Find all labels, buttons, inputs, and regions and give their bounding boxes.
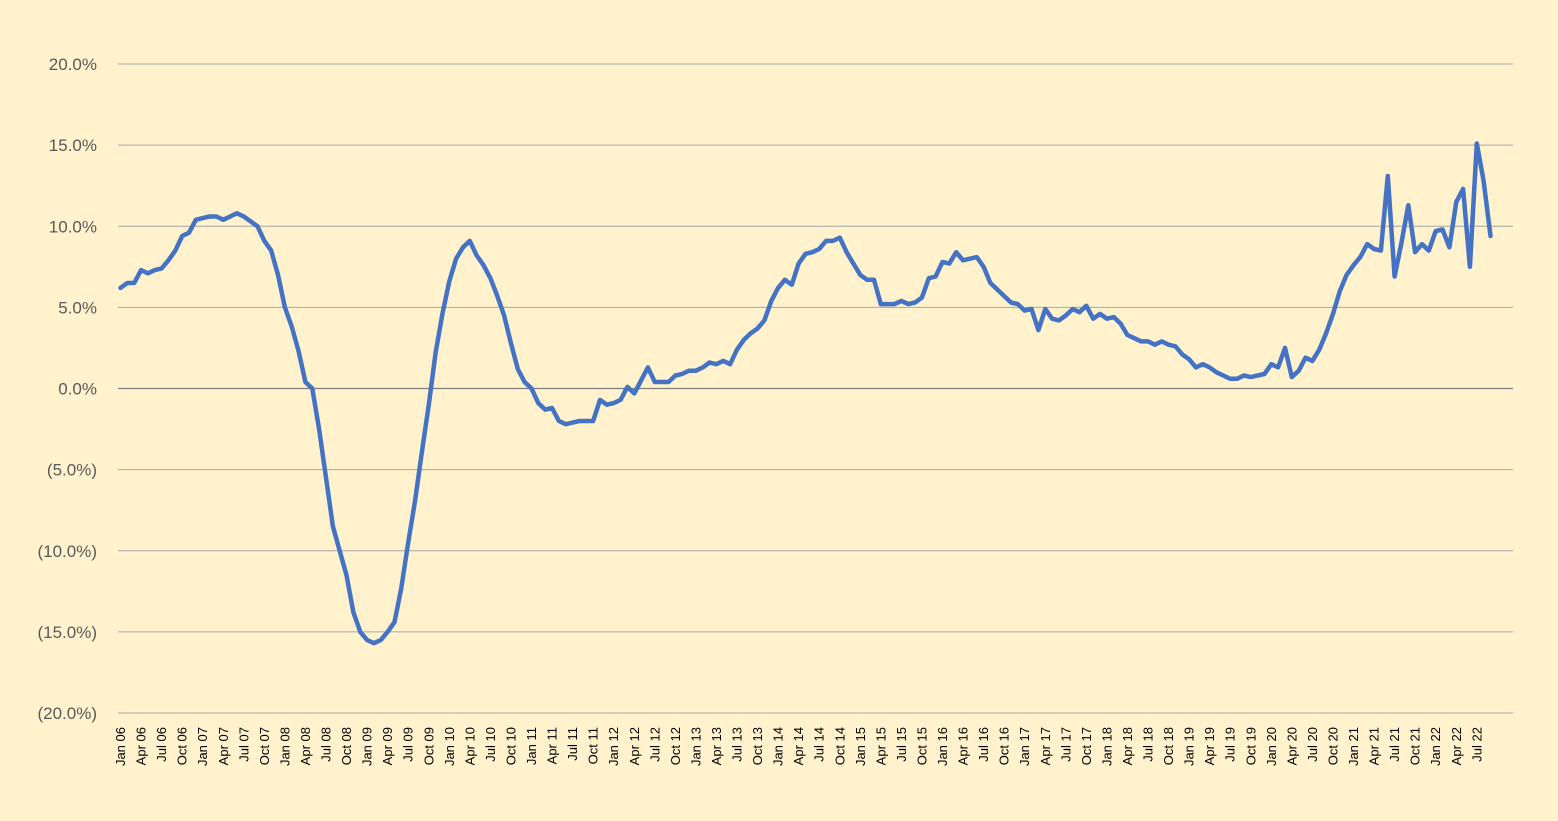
x-tick-label: Jul 14 bbox=[812, 727, 827, 762]
x-tick-label: Jul 11 bbox=[565, 727, 580, 761]
x-tick-label: Jul 16 bbox=[976, 727, 991, 762]
y-tick-label: (5.0%) bbox=[47, 461, 97, 480]
x-tick-label: Oct 12 bbox=[668, 727, 683, 765]
x-tick-label: Oct 16 bbox=[997, 727, 1012, 765]
x-tick-label: Oct 09 bbox=[421, 727, 436, 765]
x-tick-label: Apr 12 bbox=[627, 727, 642, 765]
x-tick-label: Jan 06 bbox=[113, 727, 128, 766]
y-tick-label: (15.0%) bbox=[37, 623, 97, 642]
x-tick-label: Apr 06 bbox=[134, 727, 149, 765]
x-tick-label: Jul 17 bbox=[1058, 727, 1073, 762]
x-tick-label: Jan 14 bbox=[771, 727, 786, 766]
x-tick-label: Jan 12 bbox=[606, 727, 621, 766]
x-tick-label: Jul 13 bbox=[730, 727, 745, 762]
x-tick-label: Apr 16 bbox=[956, 727, 971, 765]
x-tick-label: Jul 20 bbox=[1305, 727, 1320, 762]
x-tick-label: Oct 17 bbox=[1079, 727, 1094, 765]
y-tick-label: 20.0% bbox=[49, 55, 97, 74]
x-tick-label: Jan 13 bbox=[688, 727, 703, 766]
x-tick-label: Oct 08 bbox=[339, 727, 354, 765]
x-tick-label: Apr 09 bbox=[380, 727, 395, 765]
x-tick-label: Jul 19 bbox=[1223, 727, 1238, 762]
x-tick-label: Jan 16 bbox=[935, 727, 950, 766]
x-tick-label: Oct 20 bbox=[1325, 727, 1340, 765]
y-tick-label: 0.0% bbox=[58, 380, 97, 399]
x-tick-label: Oct 15 bbox=[914, 727, 929, 765]
x-tick-label: Jul 08 bbox=[319, 727, 334, 762]
x-tick-label: Oct 11 bbox=[586, 727, 601, 764]
y-tick-label: 15.0% bbox=[49, 136, 97, 155]
x-tick-label: Apr 14 bbox=[791, 727, 806, 765]
x-tick-label: Jan 22 bbox=[1428, 727, 1443, 766]
x-tick-label: Oct 07 bbox=[257, 727, 272, 765]
x-tick-label: Apr 22 bbox=[1449, 727, 1464, 765]
x-tick-label: Apr 10 bbox=[462, 727, 477, 765]
x-tick-label: Oct 19 bbox=[1243, 727, 1258, 765]
x-tick-label: Apr 21 bbox=[1367, 727, 1382, 765]
x-tick-label: Oct 06 bbox=[175, 727, 190, 765]
x-tick-label: Jan 19 bbox=[1182, 727, 1197, 766]
x-tick-label: Jan 15 bbox=[853, 727, 868, 766]
y-axis: 20.0% 15.0% 10.0% 5.0% 0.0% (5.0%) (10.0%) (15.… bbox=[37, 55, 97, 723]
x-tick-label: Apr 15 bbox=[873, 727, 888, 765]
x-tick-label: Jan 09 bbox=[360, 727, 375, 766]
x-tick-label: Jan 20 bbox=[1264, 727, 1279, 766]
x-tick-label: Jul 15 bbox=[894, 727, 909, 762]
x-tick-label: Oct 13 bbox=[750, 727, 765, 765]
x-tick-label: Jan 17 bbox=[1017, 727, 1032, 766]
series-line bbox=[118, 141, 1493, 646]
x-tick-label: Jul 22 bbox=[1469, 727, 1484, 762]
x-tick-label: Jan 21 bbox=[1346, 727, 1361, 766]
x-tick-label: Jul 06 bbox=[154, 727, 169, 762]
x-tick-label: Apr 07 bbox=[216, 727, 231, 765]
x-tick-label: Apr 20 bbox=[1284, 727, 1299, 765]
x-tick-label: Apr 13 bbox=[709, 727, 724, 765]
y-tick-label: (10.0%) bbox=[37, 542, 97, 561]
x-tick-label: Apr 11 bbox=[545, 727, 560, 764]
x-tick-label: Jul 09 bbox=[401, 727, 416, 762]
x-tick-label: Jan 08 bbox=[277, 727, 292, 766]
x-tick-label: Oct 21 bbox=[1408, 727, 1423, 765]
x-tick-label: Apr 08 bbox=[298, 727, 313, 765]
series-layer bbox=[118, 141, 1493, 646]
y-tick-label: (20.0%) bbox=[37, 704, 97, 723]
x-tick-label: Apr 19 bbox=[1202, 727, 1217, 765]
x-tick-label: Apr 18 bbox=[1120, 727, 1135, 765]
x-tick-label: Jan 18 bbox=[1099, 727, 1114, 766]
y-tick-label: 10.0% bbox=[49, 217, 97, 236]
y-tick-label: 5.0% bbox=[58, 298, 97, 317]
x-tick-label: Jul 07 bbox=[236, 727, 251, 762]
x-tick-label: Jul 12 bbox=[647, 727, 662, 762]
x-axis: Jan 06 Apr 06 Jul 06 Oct 06 Jan 07 Apr 07 Jul … bbox=[113, 727, 1484, 766]
x-tick-label: Jan 11 bbox=[524, 727, 539, 765]
x-tick-label: Jan 10 bbox=[442, 727, 457, 766]
x-tick-label: Oct 10 bbox=[503, 727, 518, 765]
x-tick-label: Jan 07 bbox=[195, 727, 210, 766]
x-tick-label: Apr 17 bbox=[1038, 727, 1053, 765]
x-tick-label: Jul 18 bbox=[1141, 727, 1156, 762]
gridlines bbox=[118, 63, 1513, 714]
x-tick-label: Oct 18 bbox=[1161, 727, 1176, 765]
x-tick-label: Oct 14 bbox=[832, 727, 847, 765]
x-tick-label: Jul 21 bbox=[1387, 727, 1402, 762]
x-tick-label: Jul 10 bbox=[483, 727, 498, 762]
